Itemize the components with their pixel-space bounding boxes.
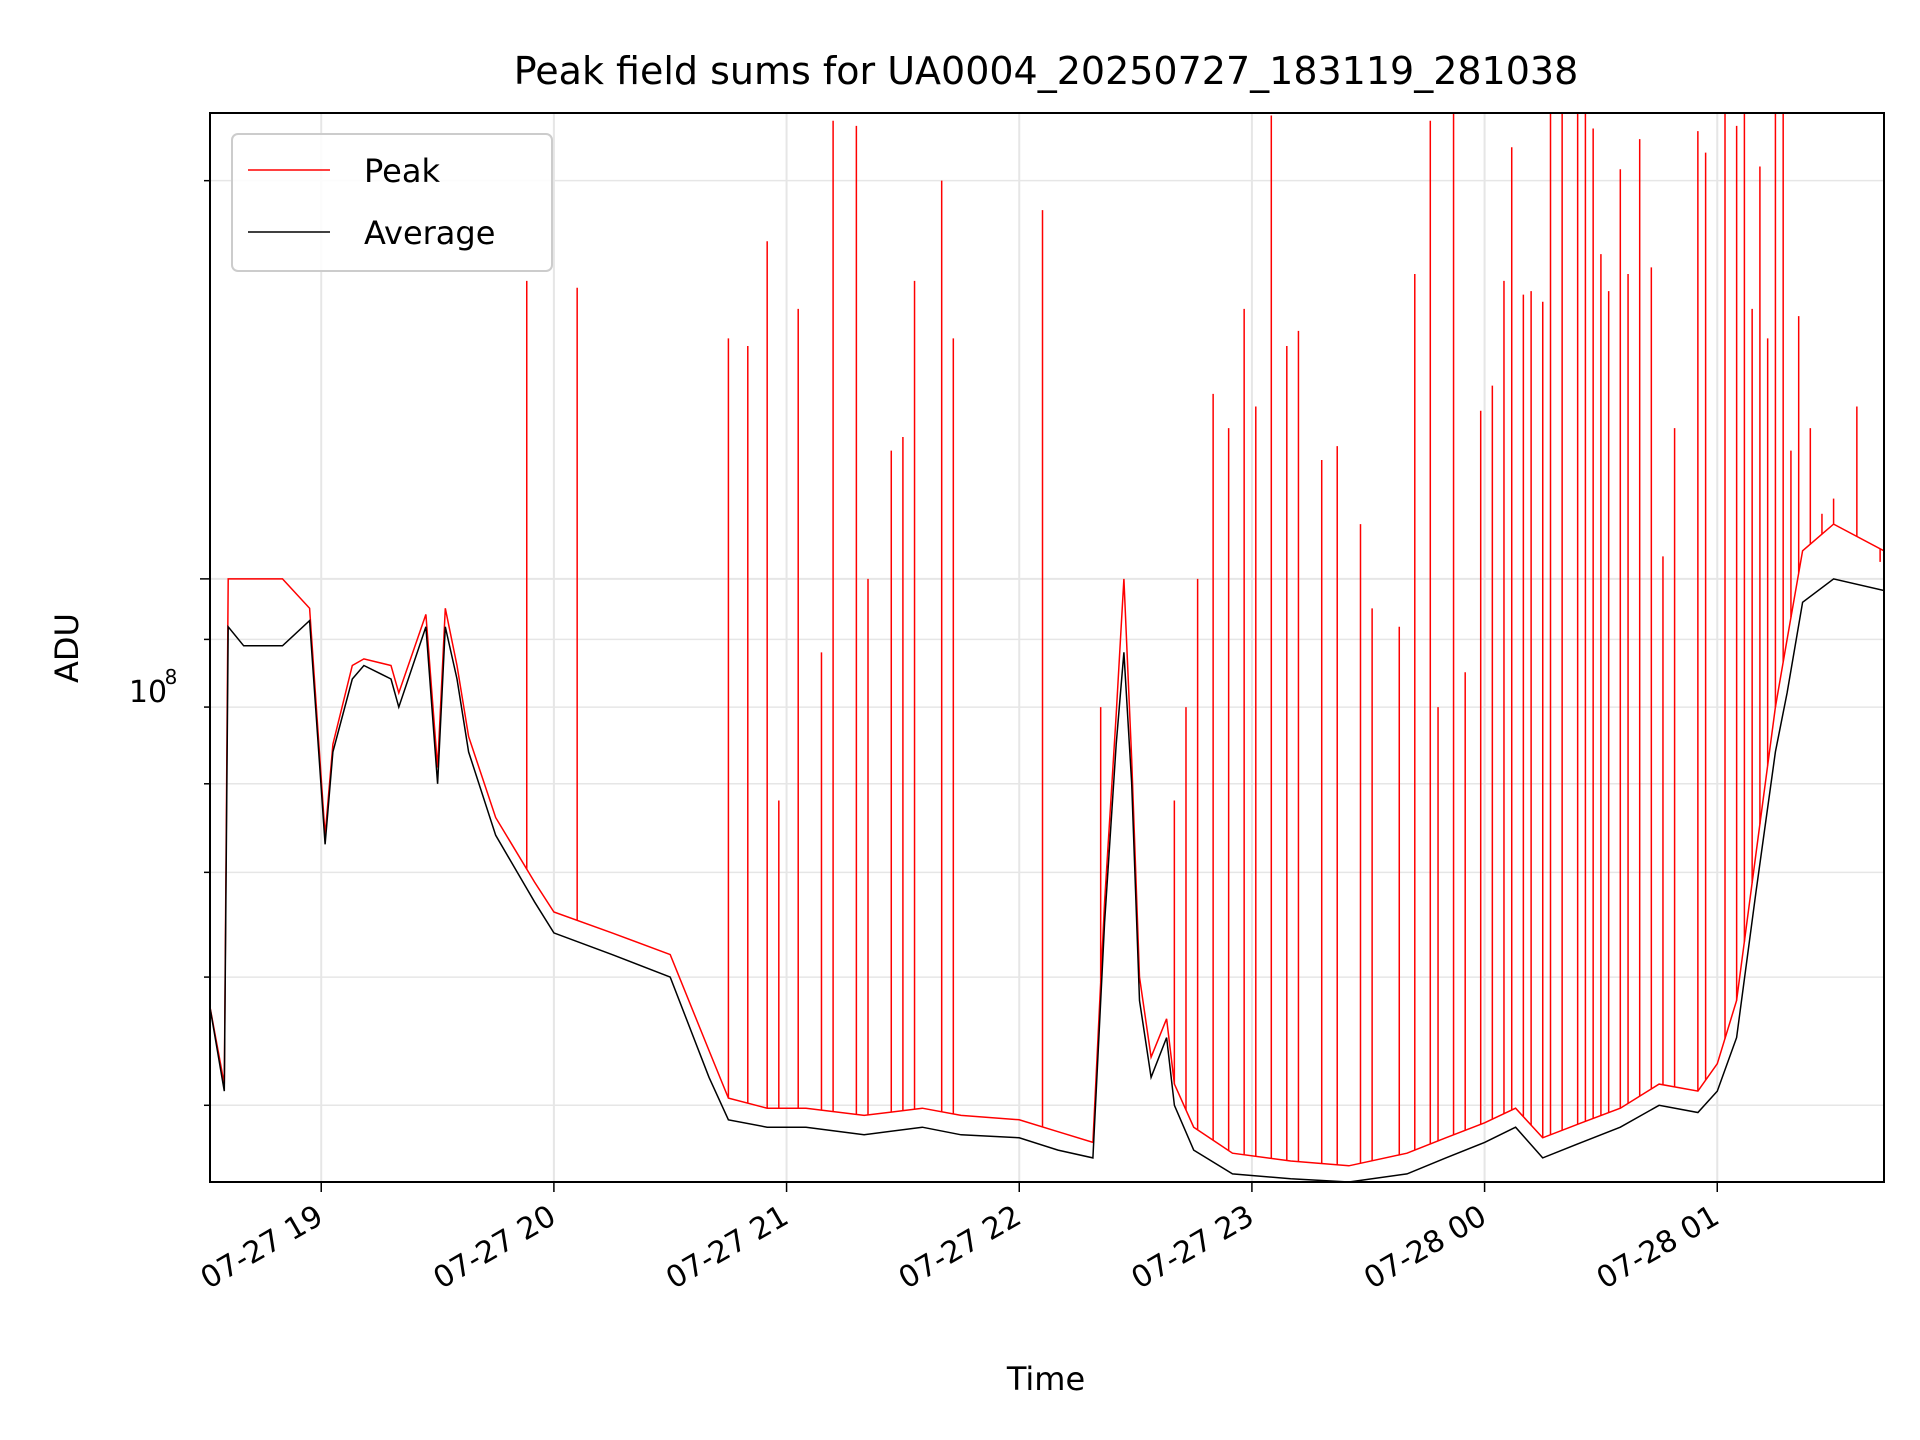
legend-box (231, 133, 553, 272)
y-axis-label: ADU (48, 613, 86, 683)
y-tick-exponent: 8 (165, 665, 178, 689)
axes-frame (209, 112, 1885, 1183)
x-axis-label: Time (1006, 1360, 1085, 1398)
legend: Peak Average (231, 133, 553, 272)
chart-title: Peak field sums for UA0004_20250727_1831… (514, 49, 1579, 93)
series-group (210, 113, 1884, 1182)
average-series-line (210, 578, 1884, 1182)
legend-average-label: Average (364, 214, 495, 252)
peak-series-line (210, 523, 1884, 1167)
y-tick-label: 10 (129, 675, 167, 710)
legend-peak-label: Peak (364, 152, 440, 190)
y-axis: 10 8 (129, 179, 210, 1107)
plot-area (210, 113, 1884, 1182)
